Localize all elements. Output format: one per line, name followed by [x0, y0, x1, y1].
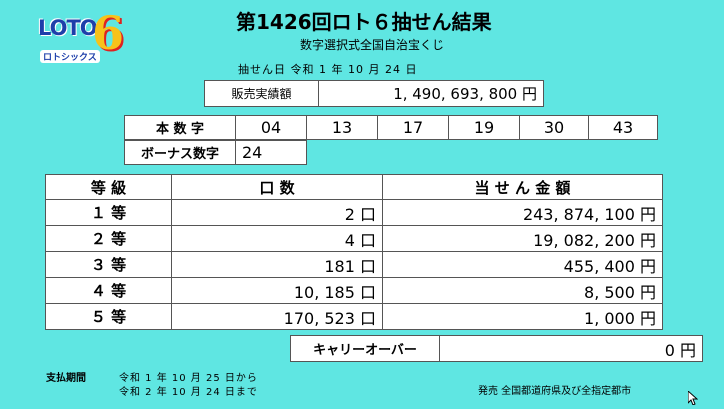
amount-cell: 243, 874, 100 円	[382, 199, 663, 226]
amount-cell: 1, 000 円	[382, 303, 663, 330]
carryover-label: キャリーオーバー	[290, 335, 440, 362]
main-number: 04	[235, 115, 307, 140]
loto6-logo: LOTO 6 ロトシックス	[38, 6, 130, 68]
count-cell: 2 口	[171, 199, 383, 226]
count-cell: 170, 523 口	[171, 303, 383, 330]
payment-to: 令和 2 年 10 月 24 日まで	[119, 387, 258, 398]
issuer: 発売 全国都道府県及び全指定都市	[478, 386, 632, 397]
bonus-label: ボーナス数字	[124, 140, 236, 165]
main-number: 43	[588, 115, 658, 140]
mouse-cursor-icon	[687, 389, 699, 406]
carryover-value: 0 円	[439, 335, 703, 362]
grade-cell: ２ 等	[45, 225, 172, 252]
amount-cell: 19, 082, 200 円	[382, 225, 663, 252]
grade-cell: ４ 等	[45, 277, 172, 304]
header-amount: 当 せ ん 金 額	[382, 174, 663, 200]
count-cell: 10, 185 口	[171, 277, 383, 304]
page-title: 第1426回ロト６抽せん結果	[236, 10, 492, 34]
page-subtitle: 数字選択式全国自治宝くじ	[300, 38, 445, 52]
amount-cell: 8, 500 円	[382, 277, 663, 304]
main-number: 30	[519, 115, 589, 140]
amount-cell: 455, 400 円	[382, 251, 663, 278]
main-number: 13	[306, 115, 378, 140]
main-number: 19	[448, 115, 520, 140]
payment-period-label: 支払期間	[46, 373, 86, 384]
count-cell: 181 口	[171, 251, 383, 278]
logo-subtext: ロトシックス	[40, 50, 100, 63]
header-count: 口 数	[171, 174, 383, 200]
payment-from: 令和 1 年 10 月 25 日から	[119, 373, 258, 384]
sales-label: 販売実績額	[204, 80, 319, 107]
grade-cell: ５ 等	[45, 303, 172, 330]
header-grade: 等 級	[45, 174, 172, 200]
count-cell: 4 口	[171, 225, 383, 252]
bonus-number: 24	[235, 140, 307, 165]
main-number: 17	[377, 115, 449, 140]
draw-date: 抽せん日 令和 1 年 10 月 24 日	[238, 63, 418, 76]
logo-text: LOTO	[38, 16, 98, 40]
sales-value: 1, 490, 693, 800 円	[318, 80, 544, 107]
main-numbers-label: 本 数 字	[124, 115, 236, 140]
grade-cell: ３ 等	[45, 251, 172, 278]
grade-cell: １ 等	[45, 199, 172, 226]
